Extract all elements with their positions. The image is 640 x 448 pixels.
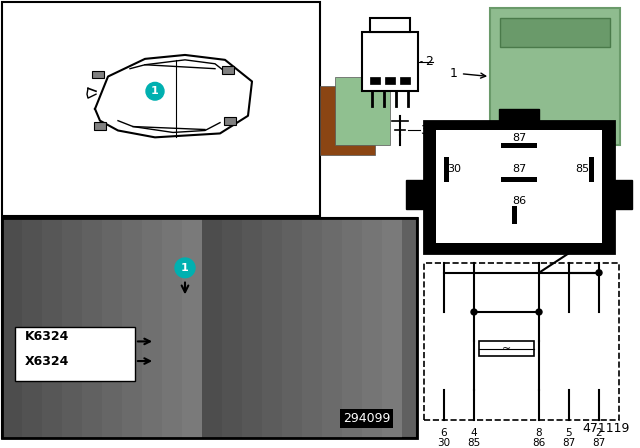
Text: 1: 1: [450, 66, 486, 80]
Text: 87: 87: [512, 134, 526, 143]
Bar: [406, 180, 424, 209]
Bar: [262, 218, 282, 438]
Text: 2: 2: [596, 428, 602, 438]
Text: 471119: 471119: [582, 422, 630, 435]
Bar: [92, 71, 104, 78]
Bar: [424, 121, 614, 253]
Text: 85: 85: [575, 164, 589, 174]
Bar: [589, 157, 594, 181]
Text: ~: ~: [502, 344, 511, 354]
Circle shape: [596, 270, 602, 276]
Bar: [122, 218, 142, 438]
Bar: [385, 77, 395, 84]
Bar: [282, 218, 302, 438]
Bar: [222, 218, 242, 438]
Circle shape: [175, 258, 195, 278]
Bar: [62, 218, 82, 438]
Bar: [614, 180, 632, 209]
Text: K6324: K6324: [25, 330, 69, 343]
Bar: [500, 17, 610, 47]
Bar: [224, 117, 236, 125]
Bar: [342, 218, 362, 438]
Bar: [362, 218, 382, 438]
Bar: [501, 177, 537, 181]
Bar: [362, 32, 418, 91]
Text: 5: 5: [566, 428, 572, 438]
Bar: [182, 218, 202, 438]
Text: 2: 2: [425, 55, 433, 68]
Text: 87: 87: [593, 438, 605, 448]
Text: 1: 1: [181, 263, 189, 273]
Text: 4: 4: [470, 428, 477, 438]
Bar: [444, 157, 449, 181]
Bar: [370, 77, 380, 84]
Circle shape: [471, 309, 477, 315]
Bar: [2, 2, 320, 216]
Bar: [22, 218, 42, 438]
Bar: [202, 218, 222, 438]
Bar: [242, 218, 262, 438]
Bar: [400, 77, 410, 84]
Text: 87: 87: [512, 164, 526, 174]
Bar: [382, 218, 402, 438]
Bar: [42, 218, 62, 438]
Text: 6: 6: [441, 428, 447, 438]
Circle shape: [536, 309, 542, 315]
Bar: [162, 218, 182, 438]
Text: 86: 86: [532, 438, 546, 448]
Bar: [302, 218, 322, 438]
Bar: [2, 218, 417, 438]
Bar: [370, 17, 410, 32]
Text: 86: 86: [512, 196, 526, 206]
Bar: [479, 341, 534, 356]
Bar: [512, 206, 517, 224]
Text: 1: 1: [151, 86, 159, 96]
Bar: [2, 218, 22, 438]
Text: 3: 3: [420, 124, 428, 137]
Bar: [499, 109, 539, 121]
Text: 30: 30: [437, 438, 451, 448]
Text: X6324: X6324: [25, 354, 69, 367]
Bar: [490, 8, 620, 145]
Bar: [335, 77, 390, 145]
Text: 30: 30: [447, 164, 461, 174]
Bar: [424, 263, 619, 420]
Bar: [15, 327, 135, 381]
Bar: [222, 66, 234, 73]
Text: 85: 85: [467, 438, 481, 448]
Bar: [142, 218, 162, 438]
Bar: [501, 143, 537, 148]
Bar: [322, 218, 342, 438]
Text: 294099: 294099: [342, 412, 390, 425]
Bar: [320, 86, 375, 155]
Bar: [102, 218, 122, 438]
Bar: [94, 122, 106, 129]
Bar: [2, 218, 417, 438]
Bar: [82, 218, 102, 438]
Text: 87: 87: [563, 438, 575, 448]
Text: 8: 8: [536, 428, 542, 438]
Circle shape: [146, 82, 164, 100]
Bar: [436, 130, 602, 243]
